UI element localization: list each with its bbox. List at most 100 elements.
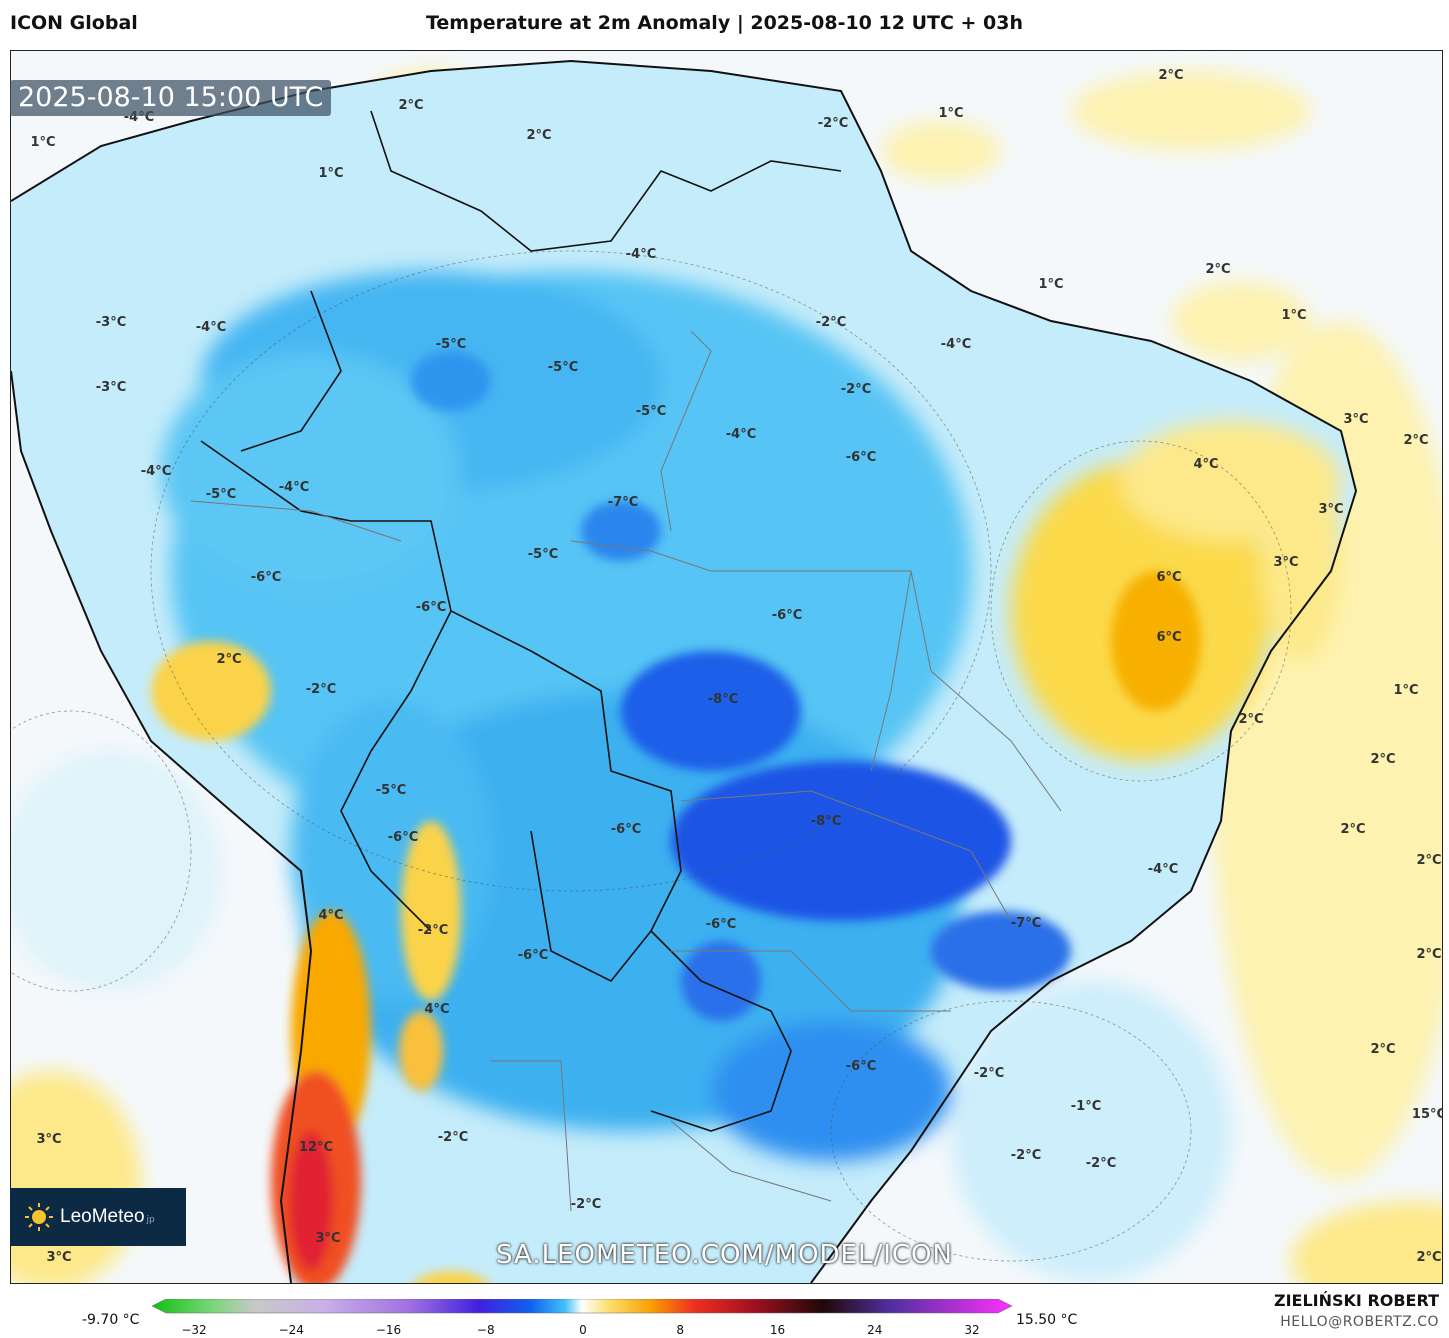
map-label: -5°C: [636, 404, 666, 419]
map-label: 15°C: [1412, 1107, 1442, 1122]
west-coastline: [11, 370, 313, 1283]
map-label: -6°C: [846, 1059, 876, 1074]
map-label: -2°C: [571, 1197, 601, 1212]
map-label: -4°C: [141, 464, 171, 479]
warm-anomaly-northeast: [1011, 421, 1341, 761]
map-label: -5°C: [376, 783, 406, 798]
map-label: 2°C: [216, 652, 241, 667]
anomaly-map: 2°C 1°C 2°C 2°C 1°C 1°C -2°C -4°C 2°C 1°C -4°C -3°C…: [11, 51, 1442, 1283]
map-label: 2°C: [526, 128, 551, 143]
map-label: 2°C: [1416, 1250, 1441, 1265]
map-label: -2°C: [974, 1066, 1004, 1081]
map-label: -4°C: [726, 427, 756, 442]
map-label: -6°C: [611, 822, 641, 837]
map-label: -6°C: [846, 450, 876, 465]
map-label: 3°C: [1273, 555, 1298, 570]
deep-cold-core: [411, 351, 1071, 1021]
map-label: 6°C: [1156, 570, 1181, 585]
map-label: 4°C: [318, 908, 343, 923]
author-email: HELLO@ROBERTZ.CO: [1280, 1314, 1439, 1330]
map-labels: 2°C 1°C 2°C 2°C 1°C 1°C -2°C -4°C 2°C 1°C -4°C -3°C…: [30, 68, 1442, 1265]
map-label: -4°C: [1148, 862, 1178, 877]
colorbar-tick: 8: [676, 1323, 685, 1337]
map-label: 2°C: [1370, 752, 1395, 767]
map-label: 2°C: [398, 98, 423, 113]
map-label: 4°C: [424, 1002, 449, 1017]
map-label: 3°C: [36, 1132, 61, 1147]
map-label: 6°C: [1156, 630, 1181, 645]
warm-anomaly-andes: [151, 641, 488, 1283]
map-label: -4°C: [279, 480, 309, 495]
map-label: 2°C: [1416, 853, 1441, 868]
sun-icon: [25, 1203, 53, 1231]
colorbar-tick: −24: [278, 1323, 304, 1337]
map-label: -5°C: [528, 547, 558, 562]
map-label: 3°C: [46, 1250, 71, 1265]
map-label: -4°C: [196, 320, 226, 335]
state-borders: [190, 330, 1062, 1212]
map-label: -6°C: [416, 600, 446, 615]
map-label: 3°C: [1318, 502, 1343, 517]
timestamp-badge: 2025-08-10 15:00 UTC: [10, 80, 332, 116]
map-label: -2°C: [1086, 1156, 1116, 1171]
colorbar-min-label: -9.70 °C: [82, 1312, 140, 1328]
map-label: 2°C: [1340, 822, 1365, 837]
map-label: -2°C: [818, 116, 848, 131]
map-label: -5°C: [206, 487, 236, 502]
colorbar-tick: −8: [476, 1323, 495, 1337]
map-label: -4°C: [941, 337, 971, 352]
author-credit: ZIELIŃSKI ROBERT: [1273, 1291, 1439, 1310]
map-label: -2°C: [306, 682, 336, 697]
map-label: -8°C: [811, 814, 841, 829]
map-label: -6°C: [251, 570, 281, 585]
colorbar-tick: −16: [375, 1323, 402, 1337]
map-label: -6°C: [706, 917, 736, 932]
map-label: 2°C: [1205, 262, 1230, 277]
map-label: -3°C: [96, 315, 126, 330]
map-label: 3°C: [315, 1231, 340, 1246]
leometeo-logo[interactable]: LeoMeteo jp: [10, 1188, 186, 1246]
colorbar-tick: 32: [964, 1323, 980, 1337]
map-label: 1°C: [938, 106, 963, 121]
map-label: -2°C: [418, 923, 448, 938]
map-panel[interactable]: 2°C 1°C 2°C 2°C 1°C 1°C -2°C -4°C 2°C 1°C -4°C -3°C…: [10, 50, 1443, 1284]
colorbar-tick: 16: [769, 1323, 786, 1337]
map-label: -7°C: [608, 495, 638, 510]
colorbar-max-label: 15.50 °C: [1016, 1312, 1078, 1328]
map-label: 2°C: [1370, 1042, 1395, 1057]
colorbar: [152, 1299, 1012, 1314]
map-label: 2°C: [1238, 712, 1263, 727]
map-label: 4°C: [1193, 457, 1218, 472]
map-label: -2°C: [841, 382, 871, 397]
contour-lines: [11, 250, 1292, 1262]
hot-core-northeast: [1111, 571, 1201, 711]
map-label: -2°C: [816, 315, 846, 330]
map-label: -2°C: [438, 1130, 468, 1145]
map-label: 1°C: [30, 135, 55, 150]
model-name: ICON Global: [10, 12, 138, 34]
map-label: -3°C: [96, 380, 126, 395]
map-label: -8°C: [708, 692, 738, 707]
country-borders: [200, 110, 842, 1132]
map-label: -7°C: [1011, 916, 1041, 931]
map-label: 2°C: [1158, 68, 1183, 83]
map-label: -6°C: [388, 830, 418, 845]
map-label: 2°C: [1416, 947, 1441, 962]
map-label: 1°C: [1393, 683, 1418, 698]
map-label: -6°C: [772, 608, 802, 623]
colorbar-tick: 0: [579, 1323, 587, 1337]
map-label: 2°C: [1403, 433, 1428, 448]
logo-suffix: jp: [146, 1215, 155, 1225]
cool-ocean-areas: [11, 751, 1231, 1281]
source-url: SA.LEOMETEO.COM/MODEL/ICON: [496, 1240, 953, 1270]
map-label: -5°C: [548, 360, 578, 375]
map-label: -5°C: [436, 337, 466, 352]
map-title: Temperature at 2m Anomaly | 2025-08-10 1…: [425, 12, 1024, 34]
map-label: 12°C: [299, 1140, 333, 1155]
logo-name: LeoMeteo: [60, 1206, 145, 1227]
map-label: -2°C: [1011, 1148, 1041, 1163]
colorbar-tick: 24: [867, 1323, 883, 1337]
colorbar-tick: −32: [181, 1323, 207, 1337]
map-label: 1°C: [1281, 308, 1306, 323]
map-label: -6°C: [518, 948, 548, 963]
